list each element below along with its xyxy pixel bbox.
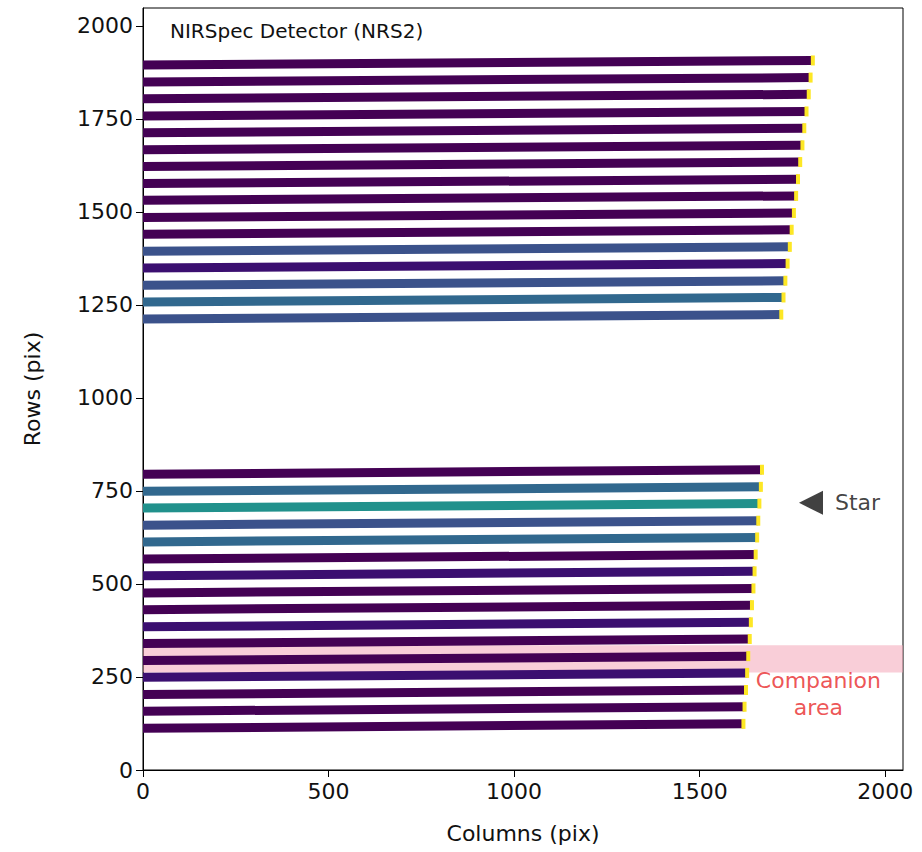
svg-text:Star: Star — [835, 490, 881, 515]
svg-text:1000: 1000 — [486, 779, 542, 804]
svg-text:0: 0 — [136, 779, 150, 804]
svg-text:750: 750 — [91, 478, 133, 503]
svg-text:Columns (pix): Columns (pix) — [447, 821, 600, 846]
svg-text:Companion: Companion — [756, 668, 881, 693]
svg-text:1250: 1250 — [77, 292, 133, 317]
svg-text:2000: 2000 — [857, 779, 913, 804]
svg-text:1500: 1500 — [672, 779, 728, 804]
svg-text:1750: 1750 — [77, 106, 133, 131]
svg-text:500: 500 — [308, 779, 350, 804]
svg-text:NIRSpec Detector (NRS2): NIRSpec Detector (NRS2) — [170, 19, 423, 43]
svg-text:Rows (pix): Rows (pix) — [20, 332, 45, 446]
svg-text:2000: 2000 — [77, 13, 133, 38]
svg-text:area: area — [794, 695, 843, 720]
svg-text:1500: 1500 — [77, 199, 133, 224]
svg-text:0: 0 — [119, 758, 133, 783]
svg-text:500: 500 — [91, 571, 133, 596]
svg-text:250: 250 — [91, 664, 133, 689]
svg-text:1000: 1000 — [77, 385, 133, 410]
